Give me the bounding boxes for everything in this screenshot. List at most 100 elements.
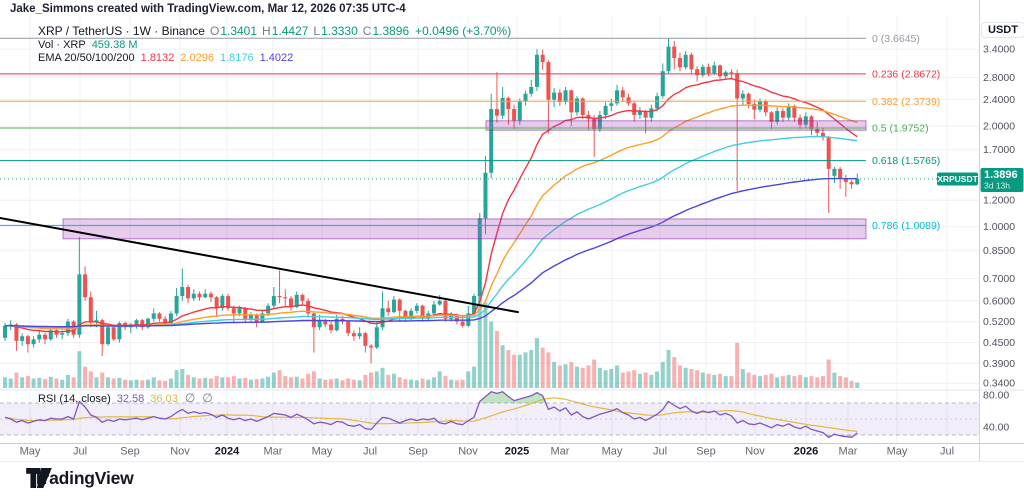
volume-bar [168, 378, 173, 388]
volume-bar [380, 367, 385, 388]
ema200-line [5, 177, 858, 328]
candle-body [151, 313, 156, 319]
volume-value: 459.38 M [91, 39, 138, 51]
volume-bar [71, 377, 76, 388]
volume-bar [134, 379, 139, 388]
volume-bar [672, 357, 677, 388]
candle-body [660, 71, 665, 97]
volume-bar [20, 377, 25, 388]
volume-bar [758, 376, 763, 388]
volume-bar [277, 370, 282, 388]
time-tick-label: Sep [408, 446, 428, 458]
volume-bar [363, 374, 368, 388]
candle-body [740, 93, 745, 99]
candle-body [197, 293, 202, 298]
volume-bar [369, 372, 374, 388]
volume-bar [792, 376, 797, 388]
volume-bar [163, 380, 168, 388]
volume-bar [94, 377, 99, 388]
currency-toggle[interactable]: USDT [981, 22, 1024, 38]
volume-bar [426, 379, 431, 388]
volume-bar [506, 350, 511, 388]
volume-bar [65, 374, 70, 388]
candle-body [363, 333, 368, 346]
volume-bar [552, 361, 557, 388]
candle-body [43, 334, 48, 340]
volume-bar [266, 376, 271, 388]
volume-bar [180, 369, 185, 388]
volume-bar [340, 380, 345, 388]
candle-body [512, 109, 517, 121]
volume-bar [660, 361, 665, 388]
candle-body [506, 97, 511, 110]
volume-bar [517, 354, 522, 388]
volume-bar [615, 365, 620, 388]
tradingview-logo[interactable]: TradingView [26, 468, 134, 489]
candle-body [117, 322, 122, 340]
ema-value: 1.8132 [140, 52, 175, 64]
candle-body [409, 310, 414, 319]
volume-bar [820, 376, 825, 388]
rsi-band-toggle-icon[interactable]: ∅ [184, 391, 196, 405]
volume-bar [449, 379, 454, 388]
volume-bar [838, 376, 843, 388]
time-axis[interactable]: May Jul Sep Nov 2024 Mar May Jul Sep Nov 2025 Mar Ma… [0, 443, 1024, 462]
price-axis[interactable]: 3.4000 2.8000 2.4000 2.0000 1.7000 1.2000 1.00… [979, 0, 1016, 461]
price-tick-label: 0.3900 [983, 358, 1015, 370]
volume-bar [271, 372, 276, 388]
rsi-band-toggle-icon-2[interactable]: ∅ [202, 391, 213, 405]
volume-bar [397, 377, 402, 388]
candle-body [403, 310, 408, 319]
candle-body [563, 90, 568, 103]
volume-bar [117, 377, 122, 388]
rsi-line [4, 391, 858, 439]
volume-bar [775, 377, 780, 388]
volume-bar [25, 376, 30, 388]
volume-bar [357, 380, 362, 388]
candle-body [186, 286, 191, 299]
volume-bar [466, 371, 471, 388]
candle-body [632, 103, 637, 115]
candle-body [323, 320, 328, 325]
candle-body [443, 300, 448, 319]
ema-label[interactable]: EMA 20/50/100/200 [38, 52, 135, 64]
volume-bar [454, 380, 459, 388]
rsi-label[interactable]: RSI (14, close) [38, 393, 111, 405]
fib-label: 0 (3.6645) [872, 33, 920, 45]
candle-body [620, 90, 625, 98]
symbol-title[interactable]: XRP / TetherUS · 1W · Binance [38, 24, 205, 38]
price-tick-label: 2.0000 [983, 121, 1015, 133]
time-tick-label: May [602, 446, 623, 458]
candle-body [271, 296, 276, 306]
volume-bar [809, 376, 814, 388]
volume-bar [48, 376, 53, 388]
candle-body [666, 46, 671, 72]
volume-bar [254, 379, 259, 388]
volume-bar [140, 380, 145, 388]
candle-body [483, 172, 488, 219]
candle-body [300, 294, 305, 301]
trendline[interactable] [0, 216, 519, 314]
volume-bar [746, 372, 751, 388]
volume-label[interactable]: Vol · XRP [38, 39, 86, 51]
candle-body [334, 318, 339, 331]
candle-body [306, 300, 311, 314]
volume-bar [706, 373, 711, 388]
time-tick-label: Mar [839, 446, 858, 458]
price-tick-label: 1.2000 [983, 195, 1015, 207]
candle-body [477, 218, 482, 297]
candle-body [706, 66, 711, 74]
volume-bar [580, 367, 585, 388]
volume-bar [88, 371, 93, 388]
candle-body [48, 330, 53, 340]
candle-body [140, 320, 145, 328]
candle-body [294, 294, 299, 307]
candle-body [243, 308, 248, 319]
volume-bar [3, 377, 7, 388]
candle-body [820, 132, 825, 138]
candle-body [277, 296, 282, 298]
price-tick-label: 1.0000 [983, 221, 1015, 233]
support-zone [62, 218, 867, 240]
